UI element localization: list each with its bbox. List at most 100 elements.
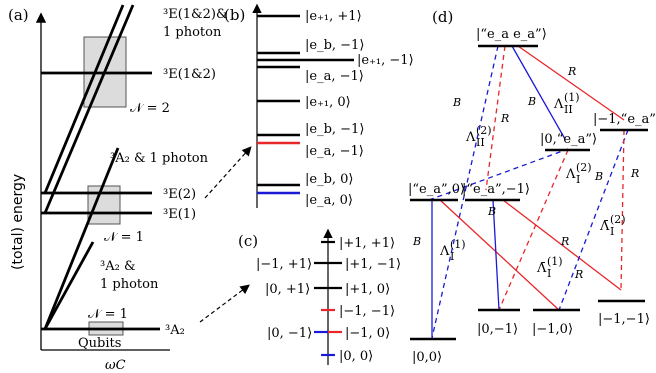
label-z-m1: |0, −1⟩ (267, 326, 312, 341)
label-ep-p1: |e₊₁, +1⟩ (305, 9, 362, 24)
lambda-II-2: Λ (2) II (465, 124, 492, 149)
lambda-I-1-bar: Λ̄ (1) I (536, 255, 563, 280)
panel-c: (c) |−1, +1⟩ |0, +1⟩ |0, −1⟩ |+1, +1⟩ |+… (238, 228, 401, 365)
e1-label: ³E(1) (163, 207, 196, 222)
a2-photon-label: ³A₂ & 1 photon (110, 151, 209, 166)
edge-label-B: B (452, 96, 461, 109)
e12-photon-label-2: 1 photon (163, 25, 222, 40)
transition-blue-eam1-to-0m1 (492, 199, 500, 311)
label-z-z: |0, 0⟩ (339, 349, 373, 364)
transition-red-top-to-m1ea (517, 45, 625, 121)
label-ea-0: |“e_a”,0⟩ (408, 182, 465, 197)
svg-text:(2): (2) (576, 161, 592, 174)
svg-text:(2): (2) (476, 124, 492, 137)
transition-red-dashed-0ea-to-0m1 (498, 149, 569, 311)
label-eb-m1: |e_b, −1⟩ (305, 122, 364, 137)
e12-photon-label-1: ³E(1&2)& (163, 7, 228, 22)
label-m1-ea: |−1,“e_a” (593, 112, 656, 127)
n1-mid-label: 𝒩 = 1 (104, 230, 144, 245)
svg-text:I: I (576, 173, 580, 186)
lambda-II-1: Λ (1) II (553, 91, 580, 116)
edge-label-B: B (487, 205, 496, 218)
label-ea-m1: |“e_a”,−1⟩ (462, 182, 530, 197)
panel-b-label: (b) (224, 6, 245, 24)
lambda-I-2: Λ (2) I (565, 161, 592, 186)
svg-text:II: II (564, 103, 573, 116)
qubits-label: Qubits (78, 336, 121, 351)
lambda-I-1: Λ (1) I (439, 238, 466, 263)
label-m1-m1: |−1,−1⟩ (598, 312, 650, 327)
panel-d: (d) |“e_a e_a”⟩ |0,“e_a”⟩ |−1,“e_a” |“e_… (408, 8, 656, 365)
pointer-arrow-to-c (199, 284, 250, 323)
a2-photon-b-label-1: ³A₂ & (100, 259, 136, 274)
a2-label: ³A₂ (165, 323, 185, 338)
lambda-I-2-bar: Λ̄ (2) I (599, 213, 626, 238)
svg-text:Λ: Λ (553, 97, 564, 112)
pointer-arrow-to-b (204, 146, 252, 199)
label-m1-0: |−1, 0⟩ (345, 326, 390, 341)
e2-photon-line (43, 4, 125, 194)
x-axis-label: ωC (105, 358, 126, 373)
svg-text:I: I (450, 250, 454, 263)
e1-photon-line (43, 4, 135, 214)
label-ea-m1: |e_a, −1⟩ (305, 144, 364, 159)
panel-b: (b) |e₊₁, +1⟩ |e_b, −1⟩ |e₊₁, −1⟩ |e_a, … (224, 3, 414, 208)
transition-red-dashed-m1ea-to-m1m1 (620, 129, 625, 291)
svg-text:Λ: Λ (565, 167, 576, 182)
edge-label-R: R (630, 167, 639, 180)
transition-red-dashed-top-to-eam1 (485, 45, 506, 191)
n2-label: 𝒩 = 2 (130, 101, 170, 116)
svg-text:(2): (2) (610, 213, 626, 226)
label-p1-m1: |+1, −1⟩ (345, 257, 401, 272)
svg-text:(1): (1) (450, 238, 466, 251)
svg-text:Λ̄: Λ̄ (536, 261, 547, 276)
label-m1-0: |−1,0⟩ (532, 322, 573, 337)
label-z-p1: |0, +1⟩ (265, 282, 310, 297)
label-0-ea: |0,“e_a”⟩ (540, 132, 597, 147)
label-eb-0: |e_b, 0⟩ (305, 172, 354, 187)
label-p1-p1: |+1, +1⟩ (339, 236, 395, 251)
label-top-eaea: |“e_a e_a”⟩ (476, 27, 547, 42)
label-ea-m1-top: |e_a, −1⟩ (305, 69, 364, 84)
a2-photon-line-2 (43, 241, 95, 330)
edge-label-R: R (560, 235, 569, 248)
svg-text:I: I (547, 267, 551, 280)
edge-label-B: B (527, 95, 536, 108)
label-m1-p1: |−1, +1⟩ (256, 257, 312, 272)
transition-blue-dashed-top-to-00 (431, 45, 499, 339)
svg-text:Λ: Λ (439, 244, 450, 259)
panel-a: (a) (total) energy ωC ³E(1&2)& 1 photon … (8, 4, 252, 373)
e12-label: ³E(1&2) (163, 67, 216, 82)
svg-text:(1): (1) (547, 255, 563, 268)
label-ep-0: |e₊₁, 0⟩ (305, 95, 351, 110)
svg-text:II: II (476, 136, 485, 149)
transition-red-eam1-to-m1m1 (502, 199, 622, 291)
label-ea-0: |e_a, 0⟩ (305, 193, 353, 208)
label-p1-0: |+1, 0⟩ (345, 282, 390, 297)
panel-d-label: (d) (432, 8, 453, 26)
svg-text:I: I (610, 225, 614, 238)
edge-label-R: R (500, 112, 509, 125)
panel-c-label: (c) (238, 232, 258, 250)
svg-text:Λ: Λ (465, 130, 476, 145)
label-ep-m1: |e₊₁, −1⟩ (357, 53, 414, 68)
y-axis-label: (total) energy (10, 174, 26, 270)
label-0-0: |0,0⟩ (412, 350, 442, 365)
svg-text:(1): (1) (564, 91, 580, 104)
transition-red-ea0-to-m10 (439, 199, 560, 311)
panel-a-label: (a) (8, 6, 29, 24)
transition-blue-dashed-ea0-to-0ea (428, 148, 569, 201)
label-eb-m1-top: |e_b, −1⟩ (305, 38, 364, 53)
a2-photon-line-1 (43, 147, 120, 330)
edge-label-B: B (594, 170, 603, 183)
edge-label-B: B (412, 235, 421, 248)
label-0-m1: |0,−1⟩ (477, 322, 518, 337)
transition-blue-top-to-0ea (511, 45, 566, 140)
a2-photon-b-label-2: 1 photon (100, 277, 159, 292)
edge-label-R: R (574, 268, 583, 281)
edge-label-R: R (567, 65, 576, 78)
label-m1-m1: |−1, −1⟩ (339, 304, 395, 319)
n1-low-label: 𝒩 = 1 (88, 307, 128, 322)
e2-label: ³E(2) (163, 187, 196, 202)
